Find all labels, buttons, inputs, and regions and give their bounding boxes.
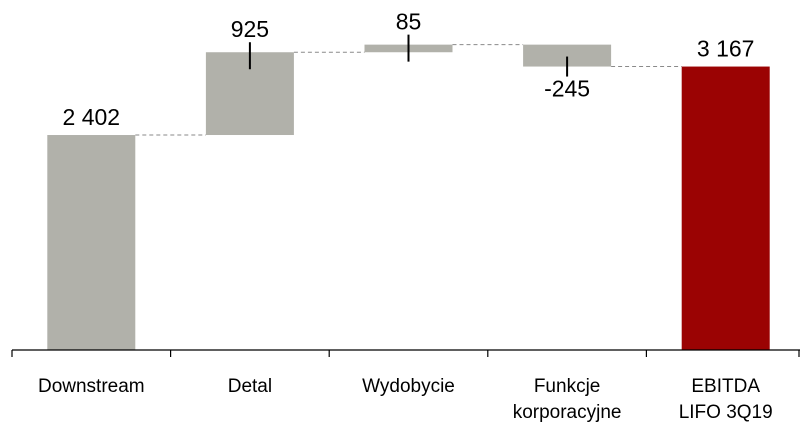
bars-group	[47, 44, 770, 351]
bar-4	[681, 66, 770, 351]
value-label-0: 2 402	[63, 104, 121, 130]
category-label-4-line-0: EBITDA	[691, 376, 760, 397]
connector-lines	[135, 44, 682, 136]
value-label-1: 925	[231, 16, 269, 42]
bar-0	[47, 135, 136, 350]
category-label-1: Detal	[228, 376, 272, 397]
category-label-2: Wydobycie	[362, 376, 455, 397]
category-labels: Downstream Detal Wydobycie Funkcje korporacy…	[38, 376, 773, 423]
value-labels: 2 402 925 85 -245 3 167	[63, 9, 755, 130]
category-label-3-line-1: korporacyjne	[513, 402, 622, 423]
category-label-0: Downstream	[38, 376, 145, 397]
value-label-2: 85	[396, 9, 422, 35]
category-label-3-line-0: Funkcje	[534, 376, 601, 397]
x-axis	[11, 349, 800, 357]
value-label-4: 3 167	[697, 36, 755, 62]
bar-3	[523, 44, 612, 67]
value-label-3: -245	[544, 76, 590, 102]
value-tick-marks	[248, 34, 569, 77]
category-label-4-line-1: LIFO 3Q19	[679, 402, 773, 423]
